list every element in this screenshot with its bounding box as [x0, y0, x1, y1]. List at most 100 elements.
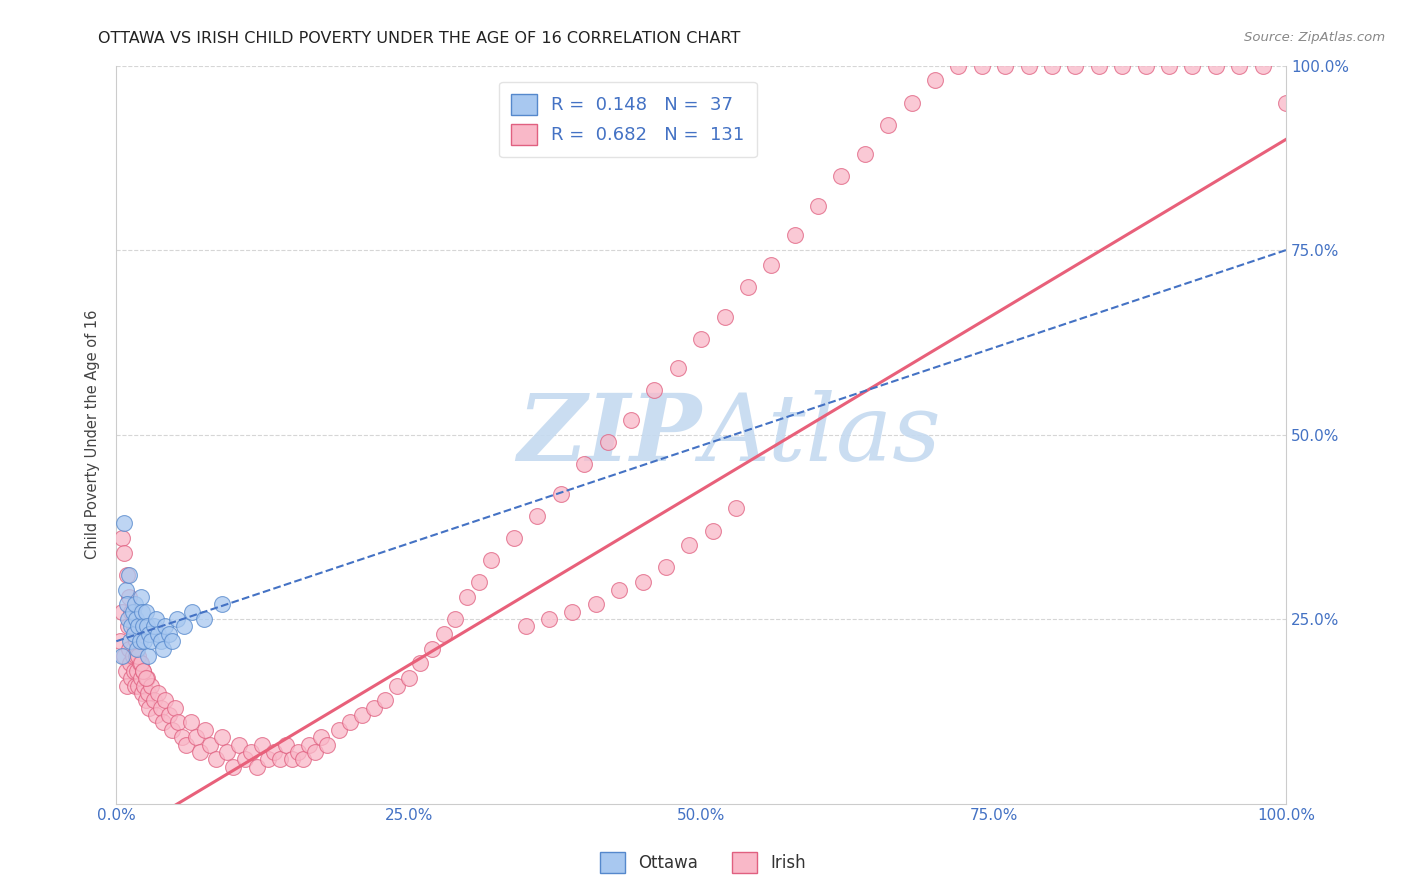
- Legend: Ottawa, Irish: Ottawa, Irish: [593, 846, 813, 880]
- Point: [134, 671, 156, 685]
- Point: [152, 715, 174, 730]
- Point: [120, 634, 142, 648]
- Point: [1157, 59, 1180, 73]
- Point: [121, 619, 143, 633]
- Point: [970, 59, 993, 73]
- Text: OTTAWA VS IRISH CHILD POVERTY UNDER THE AGE OF 16 CORRELATION CHART: OTTAWA VS IRISH CHILD POVERTY UNDER THE …: [98, 31, 741, 46]
- Point: [115, 598, 138, 612]
- Point: [138, 627, 160, 641]
- Point: [398, 671, 420, 685]
- Point: [666, 361, 689, 376]
- Point: [280, 752, 302, 766]
- Point: [198, 738, 221, 752]
- Point: [141, 679, 163, 693]
- Point: [228, 738, 250, 752]
- Point: [136, 686, 159, 700]
- Point: [274, 738, 297, 752]
- Point: [128, 634, 150, 648]
- Point: [155, 619, 177, 633]
- Point: [149, 700, 172, 714]
- Point: [550, 486, 572, 500]
- Point: [194, 723, 217, 737]
- Point: [162, 723, 184, 737]
- Legend: R =  0.148   N =  37, R =  0.682   N =  131: R = 0.148 N = 37, R = 0.682 N = 131: [499, 82, 756, 157]
- Point: [350, 708, 373, 723]
- Point: [132, 619, 155, 633]
- Point: [1275, 95, 1298, 110]
- Y-axis label: Child Poverty Under the Age of 16: Child Poverty Under the Age of 16: [86, 310, 100, 559]
- Point: [620, 413, 643, 427]
- Point: [239, 745, 262, 759]
- Point: [114, 516, 136, 531]
- Point: [128, 679, 150, 693]
- Point: [132, 664, 155, 678]
- Point: [128, 619, 150, 633]
- Point: [190, 745, 212, 759]
- Point: [292, 752, 315, 766]
- Point: [409, 657, 432, 671]
- Point: [585, 598, 607, 612]
- Point: [125, 612, 148, 626]
- Point: [900, 95, 922, 110]
- Point: [136, 648, 159, 663]
- Point: [468, 575, 491, 590]
- Point: [114, 582, 136, 597]
- Point: [157, 708, 180, 723]
- Point: [167, 715, 190, 730]
- Point: [994, 59, 1017, 73]
- Point: [128, 657, 150, 671]
- Point: [246, 760, 269, 774]
- Point: [233, 752, 256, 766]
- Point: [287, 745, 309, 759]
- Text: Source: ZipAtlas.com: Source: ZipAtlas.com: [1244, 31, 1385, 45]
- Point: [115, 567, 138, 582]
- Point: [145, 612, 167, 626]
- Point: [162, 634, 184, 648]
- Point: [114, 546, 136, 560]
- Point: [1251, 59, 1274, 73]
- Point: [155, 693, 177, 707]
- Point: [725, 501, 748, 516]
- Point: [134, 634, 156, 648]
- Point: [124, 598, 146, 612]
- Point: [1064, 59, 1087, 73]
- Point: [503, 531, 526, 545]
- Point: [180, 715, 202, 730]
- Point: [193, 612, 215, 626]
- Point: [830, 169, 852, 184]
- Point: [129, 657, 152, 671]
- Point: [948, 59, 970, 73]
- Point: [141, 634, 163, 648]
- Point: [561, 605, 583, 619]
- Point: [135, 619, 157, 633]
- Point: [1227, 59, 1250, 73]
- Point: [121, 671, 143, 685]
- Point: [157, 627, 180, 641]
- Point: [853, 147, 876, 161]
- Point: [263, 745, 285, 759]
- Point: [526, 508, 548, 523]
- Point: [607, 582, 630, 597]
- Point: [127, 641, 149, 656]
- Point: [125, 648, 148, 663]
- Point: [655, 560, 678, 574]
- Point: [108, 634, 131, 648]
- Point: [328, 723, 350, 737]
- Point: [304, 745, 326, 759]
- Point: [315, 738, 337, 752]
- Point: [118, 641, 141, 656]
- Point: [298, 738, 321, 752]
- Point: [538, 612, 561, 626]
- Point: [309, 730, 332, 744]
- Point: [181, 605, 204, 619]
- Point: [149, 634, 172, 648]
- Point: [114, 664, 136, 678]
- Point: [142, 693, 165, 707]
- Point: [163, 700, 186, 714]
- Point: [135, 671, 157, 685]
- Point: [515, 619, 537, 633]
- Point: [173, 619, 195, 633]
- Point: [111, 605, 134, 619]
- Point: [211, 730, 233, 744]
- Point: [807, 199, 830, 213]
